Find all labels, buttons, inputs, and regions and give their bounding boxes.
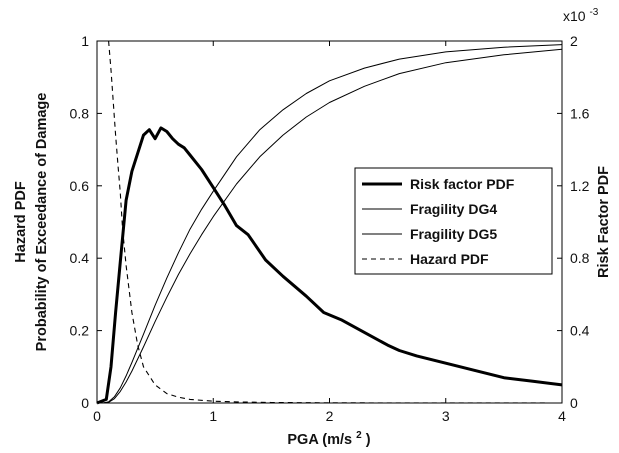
right-axis-multiplier-exponent: -3 bbox=[589, 7, 598, 18]
left-tick-label: 0.4 bbox=[70, 250, 90, 266]
right-axis-ticks: 0 0.4 0.8 1.2 1.6 2 bbox=[557, 33, 590, 411]
x-axis-label-superscript: 2 bbox=[356, 430, 362, 441]
x-tick-label: 1 bbox=[209, 408, 217, 424]
left-axis-outer-label: Hazard PDF bbox=[13, 181, 29, 263]
legend-label: Fragility DG5 bbox=[410, 226, 497, 242]
legend-box bbox=[354, 167, 553, 275]
legend-label: Risk factor PDF bbox=[410, 176, 515, 192]
left-tick-label: 1 bbox=[81, 33, 89, 49]
x-tick-label: 4 bbox=[558, 408, 566, 424]
right-tick-label: 2 bbox=[570, 33, 578, 49]
series-line-hazard-pdf bbox=[108, 40, 563, 404]
right-tick-label: 0.4 bbox=[570, 323, 590, 339]
right-tick-label: 0.8 bbox=[570, 250, 590, 266]
series-line-fragility-dg4 bbox=[97, 44, 563, 404]
left-tick-label: 0 bbox=[81, 395, 89, 411]
left-tick-label: 0.6 bbox=[70, 178, 90, 194]
x-axis-label: PGA (m/s 2 ) bbox=[287, 426, 370, 448]
x-tick-label: 0 bbox=[93, 408, 101, 424]
right-tick-label: 0 bbox=[570, 395, 578, 411]
series-line-risk-factor-pdf bbox=[96, 126, 563, 405]
x-tick-label: 3 bbox=[442, 408, 450, 424]
x-tick-label: 2 bbox=[326, 408, 334, 424]
left-tick-label: 0.8 bbox=[70, 105, 90, 121]
right-axis-label: Risk Factor PDF bbox=[596, 166, 612, 278]
x-axis-ticks: 0 1 2 3 4 bbox=[93, 41, 566, 424]
series-line-fragility-dg5 bbox=[97, 48, 563, 404]
left-tick-label: 0.2 bbox=[70, 323, 90, 339]
right-axis-multiplier: x10 -3 bbox=[563, 7, 599, 24]
series-layer bbox=[96, 40, 563, 405]
x-axis-label-base: PGA (m/s bbox=[287, 432, 352, 448]
legend-label: Hazard PDF bbox=[410, 251, 489, 267]
left-axis-ticks: 0 0.2 0.4 0.6 0.8 1 bbox=[70, 33, 102, 411]
legend-label: Fragility DG4 bbox=[410, 201, 497, 217]
right-tick-label: 1.6 bbox=[570, 105, 590, 121]
right-axis-multiplier-base: x10 bbox=[563, 8, 586, 24]
right-tick-label: 1.2 bbox=[570, 178, 590, 194]
legend: Risk factor PDF Fragility DG4 Fragility DG… bbox=[354, 167, 553, 275]
x-axis-label-close: ) bbox=[366, 432, 371, 448]
left-axis-inner-label: Probability of Exceedance of Damage bbox=[34, 93, 50, 352]
